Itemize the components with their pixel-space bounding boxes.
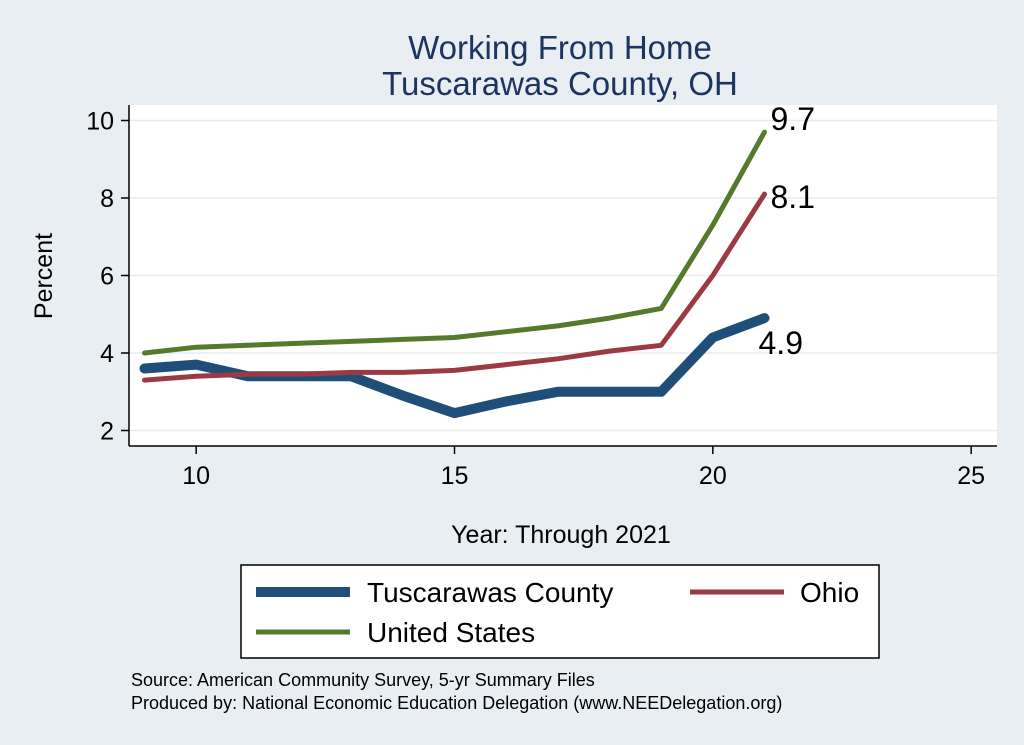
- x-tick-label: 25: [957, 462, 985, 490]
- series-lines: [139, 129, 770, 419]
- source-note-line-2: Produced by: National Economic Education…: [131, 693, 782, 713]
- series-line-united-states: [142, 129, 767, 356]
- end-label-tuscarawas-county: 4.9: [759, 325, 803, 361]
- ticks: 2 4 6 8 10 10 15 20 25: [86, 108, 985, 491]
- chart-title-line-1: Working From Home: [408, 29, 712, 66]
- y-tick-label: 2: [100, 418, 114, 446]
- x-tick-label: 10: [182, 462, 210, 490]
- gridlines: [129, 119, 997, 432]
- end-label-united-states: 9.7: [771, 101, 815, 137]
- x-tick-label: 15: [441, 462, 469, 490]
- legend: Tuscarawas County Ohio United States: [240, 564, 880, 659]
- y-tick-label: 4: [100, 340, 114, 368]
- legend-label-ohio: Ohio: [800, 577, 859, 608]
- y-axis-title: Percent: [30, 233, 58, 319]
- x-tick-label: 20: [699, 462, 727, 490]
- end-label-ohio: 8.1: [771, 179, 815, 215]
- series-line-ohio: [142, 191, 767, 383]
- y-tick-label: 10: [86, 108, 114, 136]
- y-tick-label: 6: [100, 263, 114, 291]
- legend-label-united-states: United States: [367, 617, 535, 648]
- legend-box: [240, 564, 880, 659]
- legend-label-tuscarawas: Tuscarawas County: [367, 577, 613, 608]
- data-labels: 4.9 8.1 9.7: [759, 101, 815, 361]
- x-axis-title: Year: Through 2021: [451, 521, 671, 549]
- chart-title-line-2: Tuscarawas County, OH: [382, 65, 738, 102]
- y-tick-label: 8: [100, 185, 114, 213]
- source-note-line-1: Source: American Community Survey, 5-yr …: [131, 670, 595, 690]
